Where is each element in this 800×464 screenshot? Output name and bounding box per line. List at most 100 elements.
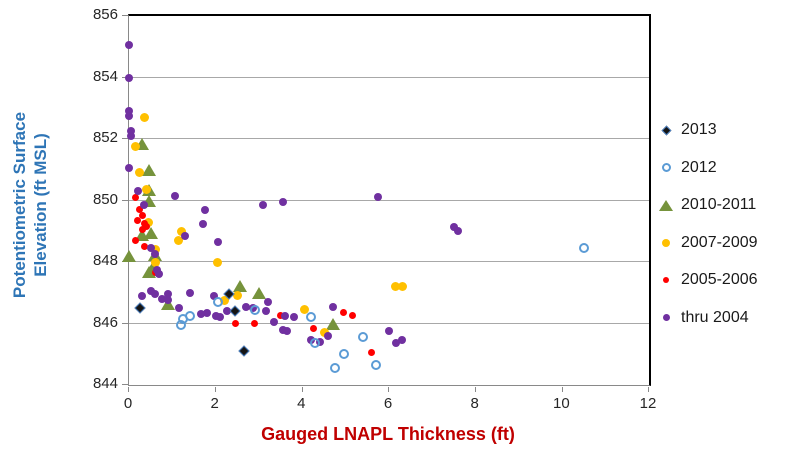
- y-tick-label: 848: [92, 252, 118, 269]
- data-point-2012: [358, 332, 368, 343]
- legend-marker-circle-icon: [658, 238, 674, 247]
- data-point-thru-2004: [155, 270, 164, 279]
- x-tick-label: 6: [383, 395, 393, 412]
- data-point-thru-2004: [127, 131, 136, 140]
- y-tick-mark: [122, 138, 128, 140]
- data-point-2005-2006: [132, 236, 139, 244]
- data-point-2012: [249, 304, 260, 315]
- y-axis-title: Potentiometric Surface Elevation (ft MSL…: [9, 45, 55, 365]
- data-point-2007-2009: [300, 305, 309, 315]
- data-point-thru-2004: [125, 107, 133, 116]
- data-point-thru-2004: [259, 201, 268, 210]
- x-tick-mark: [214, 387, 216, 392]
- data-point-thru-2004: [125, 73, 133, 82]
- data-point-2005-2006: [138, 226, 146, 234]
- data-point-2007-2009: [219, 295, 229, 305]
- data-point-thru-2004: [196, 310, 205, 319]
- data-point-2007-2009: [130, 142, 140, 152]
- x-tick-label: 0: [123, 395, 133, 412]
- data-point-thru-2004: [138, 291, 146, 300]
- data-point-2012: [184, 310, 195, 321]
- data-point-2007-2009: [176, 226, 186, 236]
- legend-marker-triangle-icon: [658, 199, 674, 211]
- legend-label: 2013: [681, 121, 717, 138]
- data-point-2007-2009: [397, 282, 407, 292]
- data-point-2013: [134, 302, 146, 314]
- data-point-2010-2011: [122, 250, 136, 263]
- gridline: [129, 261, 649, 263]
- data-point-thru-2004: [170, 191, 179, 200]
- data-point-2012: [310, 338, 321, 349]
- data-point-2005-2006: [134, 216, 142, 224]
- y-tick-label: 844: [92, 375, 118, 392]
- data-point-2010-2011: [143, 227, 158, 240]
- data-point-2010-2011: [141, 164, 156, 177]
- x-tick-label: 4: [297, 395, 306, 412]
- data-point-2007-2009: [213, 257, 223, 267]
- data-point-thru-2004: [283, 327, 292, 336]
- data-point-thru-2004: [157, 294, 166, 303]
- data-point-2005-2006: [138, 212, 146, 220]
- data-point-2007-2009: [135, 168, 145, 178]
- data-point-2010-2011: [232, 279, 247, 292]
- data-point-2005-2006: [368, 349, 376, 357]
- x-tick-mark: [388, 387, 390, 392]
- data-point-thru-2004: [200, 205, 209, 214]
- data-point-thru-2004: [146, 287, 155, 296]
- data-point-2005-2006: [340, 309, 347, 317]
- data-point-thru-2004: [211, 311, 220, 320]
- data-point-thru-2004: [270, 317, 279, 326]
- y-tick-mark: [122, 322, 128, 324]
- data-point-thru-2004: [385, 327, 393, 336]
- data-point-thru-2004: [278, 198, 287, 207]
- data-point-thru-2004: [164, 296, 172, 305]
- data-point-thru-2004: [242, 302, 250, 311]
- data-point-thru-2004: [209, 291, 218, 300]
- data-point-2012: [371, 360, 381, 370]
- data-point-thru-2004: [153, 265, 162, 274]
- legend-item-2007-2009: 2007-2009: [658, 231, 758, 255]
- y-tick-label: 854: [92, 67, 118, 85]
- data-point-thru-2004: [140, 201, 149, 210]
- data-point-2007-2009: [141, 185, 151, 195]
- x-tick-mark: [648, 387, 650, 392]
- data-point-thru-2004: [213, 238, 222, 246]
- x-tick-mark: [474, 387, 476, 392]
- y-tick-label: 850: [92, 190, 118, 208]
- data-point-2013: [238, 345, 250, 357]
- data-point-thru-2004: [127, 127, 136, 136]
- data-point-thru-2004: [151, 250, 159, 259]
- x-tick-label: 8: [470, 395, 479, 412]
- x-axis-title: Gauged LNAPL Thickness (ft): [261, 424, 515, 444]
- data-point-2012: [329, 363, 340, 374]
- data-point-thru-2004: [125, 111, 133, 120]
- data-point-2007-2009: [144, 217, 153, 227]
- data-point-thru-2004: [151, 290, 159, 299]
- data-point-2005-2006: [132, 193, 139, 201]
- plot-area: [122, 14, 651, 392]
- gridline: [129, 138, 649, 140]
- data-point-thru-2004: [181, 231, 190, 240]
- y-tick-mark: [122, 15, 128, 17]
- data-point-thru-2004: [146, 244, 155, 253]
- data-point-2005-2006: [348, 312, 356, 320]
- gridline: [129, 199, 649, 201]
- data-point-thru-2004: [203, 308, 211, 317]
- data-point-thru-2004: [164, 290, 172, 299]
- legend-marker-diamond-icon: [658, 125, 674, 135]
- y-tick-label: 852: [92, 129, 118, 146]
- data-point-2005-2006: [142, 223, 150, 231]
- data-point-thru-2004: [174, 304, 183, 313]
- data-point-2007-2009: [319, 328, 329, 338]
- legend: 2013 2012 2010-2011 2007-2009 2005-2006 thru …: [658, 118, 758, 330]
- data-point-thru-2004: [125, 41, 133, 50]
- legend-item-2013: 2013: [658, 118, 758, 142]
- data-point-2010-2011: [325, 318, 340, 331]
- y-tick-label: 856: [92, 6, 118, 23]
- data-point-thru-2004: [185, 288, 194, 297]
- gridline: [129, 322, 649, 324]
- data-point-2007-2009: [232, 291, 242, 301]
- data-point-2005-2006: [136, 206, 144, 214]
- data-point-2007-2009: [391, 282, 400, 292]
